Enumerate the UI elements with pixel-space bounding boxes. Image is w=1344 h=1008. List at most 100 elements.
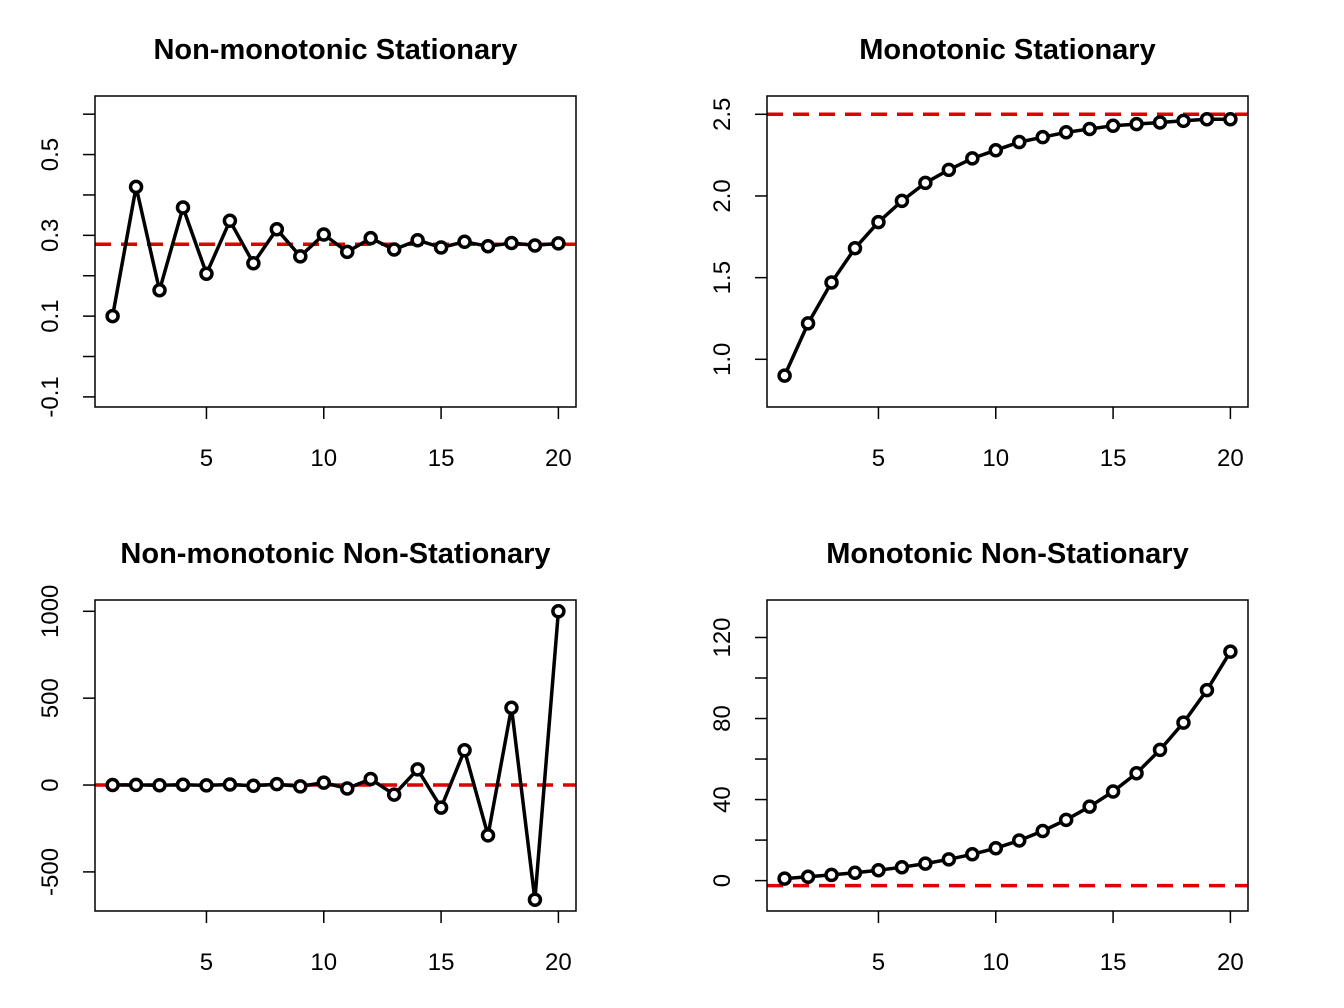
data-point xyxy=(941,162,957,178)
panel-monotonic-non-stationary: Monotonic Non-Stationary 5 10 15 20 0 40 80 120 xyxy=(709,538,1249,976)
data-point xyxy=(1129,765,1144,781)
data-point xyxy=(800,316,816,331)
data-point xyxy=(222,777,238,792)
data-point xyxy=(175,200,191,215)
data-point xyxy=(1035,129,1050,145)
plot-frame xyxy=(766,599,1249,912)
data-point xyxy=(777,871,792,886)
y-tick-label: -500 xyxy=(37,848,64,896)
data-point xyxy=(1011,833,1027,848)
y-tick-label: 1.0 xyxy=(709,343,736,376)
data-point xyxy=(965,847,980,862)
data-point xyxy=(128,179,144,195)
data-point xyxy=(941,852,957,867)
data-point xyxy=(246,255,261,271)
data-point xyxy=(433,800,449,815)
series-line xyxy=(112,611,561,902)
x-tick-label: 20 xyxy=(1217,445,1244,472)
chart-title: Non-monotonic Stationary xyxy=(153,34,517,66)
data-point xyxy=(1199,682,1215,698)
x-tick-label: 10 xyxy=(310,445,337,472)
x-tick-label: 10 xyxy=(982,445,1009,472)
y-tick-label: 120 xyxy=(709,617,736,657)
data-point xyxy=(222,213,238,229)
x-tick-label: 5 xyxy=(200,445,213,472)
data-point xyxy=(269,776,285,792)
data-point xyxy=(386,242,402,257)
y-tick-label: 2.5 xyxy=(709,98,736,131)
x-tick-label: 20 xyxy=(545,445,572,472)
data-point xyxy=(199,778,214,793)
data-point xyxy=(316,775,332,790)
panel-non-monotonic-stationary: Non-monotonic Stationary 5 10 15 20 -0.1 0.1 0… xyxy=(37,34,577,472)
data-point xyxy=(894,859,910,875)
x-tick-label: 5 xyxy=(872,949,885,976)
data-point xyxy=(1223,644,1238,659)
x-tick-label: 10 xyxy=(982,949,1009,976)
data-point xyxy=(316,227,332,242)
plot-frame xyxy=(766,95,1249,408)
data-point xyxy=(480,828,496,843)
data-point xyxy=(551,236,566,251)
data-point xyxy=(824,275,839,290)
data-point xyxy=(363,771,378,787)
data-point xyxy=(1152,742,1168,758)
chart-title: Monotonic Non-Stationary xyxy=(826,538,1188,570)
data-point xyxy=(988,840,1004,856)
data-point xyxy=(386,787,402,802)
data-point xyxy=(339,781,355,796)
data-point xyxy=(480,238,496,254)
data-point xyxy=(1176,715,1191,730)
data-point xyxy=(105,308,120,324)
x-tick-label: 5 xyxy=(200,949,213,976)
plot-frame xyxy=(94,599,577,912)
data-point xyxy=(457,234,472,250)
data-point xyxy=(551,604,566,619)
data-point xyxy=(1129,116,1144,132)
series-line xyxy=(784,650,1232,881)
data-point xyxy=(1176,113,1191,129)
data-point xyxy=(246,778,261,793)
x-tick-label: 15 xyxy=(1100,445,1127,472)
data-point xyxy=(175,777,191,792)
x-tick-label: 5 xyxy=(872,445,885,472)
y-tick-label: 0 xyxy=(37,778,64,791)
data-point xyxy=(152,777,167,793)
data-point xyxy=(1082,799,1097,814)
plot-frame xyxy=(94,95,577,408)
y-tick-label: 0.1 xyxy=(37,299,64,332)
data-point xyxy=(269,222,285,237)
y-tick-label: 2.0 xyxy=(709,179,736,212)
data-point xyxy=(504,700,519,715)
x-tick-label: 20 xyxy=(545,949,572,976)
data-point xyxy=(918,175,933,191)
data-point xyxy=(871,214,886,230)
data-point xyxy=(152,283,167,298)
data-point xyxy=(1152,115,1168,130)
y-tick-label: 500 xyxy=(37,678,64,718)
data-point xyxy=(1082,121,1097,137)
data-point xyxy=(918,856,933,871)
data-point xyxy=(824,867,839,883)
data-point xyxy=(1058,812,1074,828)
chart-title: Non-monotonic Non-Stationary xyxy=(120,538,550,570)
data-point xyxy=(1035,823,1050,839)
y-tick-label: 40 xyxy=(709,786,736,813)
data-point xyxy=(800,869,816,885)
panel-monotonic-stationary: Monotonic Stationary 5 10 15 20 1.0 1.5 2.0 2.5 xyxy=(709,34,1249,472)
data-point xyxy=(988,142,1004,158)
data-point xyxy=(1223,111,1238,127)
x-tick-label: 10 xyxy=(310,949,337,976)
chart-title: Monotonic Stationary xyxy=(859,34,1155,66)
data-point xyxy=(777,368,792,383)
data-point xyxy=(105,777,120,793)
x-tick-label: 15 xyxy=(428,949,455,976)
y-tick-label: 0 xyxy=(709,874,736,887)
data-point xyxy=(527,892,543,907)
data-point xyxy=(1105,784,1121,799)
y-tick-label: 0.5 xyxy=(37,138,64,171)
data-point xyxy=(965,151,980,166)
data-point xyxy=(293,249,308,264)
data-point xyxy=(847,240,863,256)
